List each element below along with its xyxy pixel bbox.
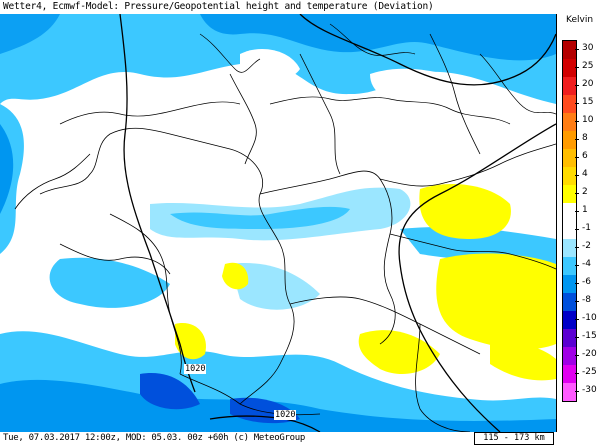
legend-label: 10 [582, 115, 594, 125]
legend-label: 25 [582, 61, 594, 71]
legend-unit: Kelvin [566, 15, 594, 25]
legend-tick [575, 319, 579, 320]
legend-tick [575, 67, 579, 68]
legend-item: -6 [556, 277, 612, 303]
legend-item: -1 [556, 223, 612, 249]
legend-tick [575, 103, 579, 104]
legend-label: -25 [582, 367, 597, 377]
legend-tick [575, 265, 579, 266]
legend-tick [575, 229, 579, 230]
legend-swatch [563, 275, 576, 293]
legend-tick [575, 121, 579, 122]
coastlines [59, 23, 556, 125]
legend-tick [575, 139, 579, 140]
legend-label: -1 [582, 223, 591, 233]
legend-item: -4 [556, 259, 612, 285]
legend-swatch [563, 293, 576, 311]
legend-label: -2 [582, 241, 591, 251]
legend-item: 30 [556, 43, 612, 69]
legend-color-bar [562, 40, 577, 402]
legend-label: 30 [582, 43, 594, 53]
legend-label: 4 [582, 169, 588, 179]
legend-swatch [563, 383, 576, 401]
legend-swatch [563, 203, 576, 221]
legend-tick [575, 301, 579, 302]
legend-label: -8 [582, 295, 591, 305]
map-area[interactable]: 1020 1020 [0, 14, 557, 432]
legend-item: -30 [556, 385, 612, 411]
legend-swatch [563, 131, 576, 149]
color-legend: 30 25 20 15 10 8 6 4 2 1 -1 -2 -4 -6 -8 -10 -15 -20 -25 -30 [556, 40, 612, 402]
scale-bar: 115 - 173 km [474, 432, 554, 445]
legend-label: 2 [582, 187, 588, 197]
map-canvas [0, 14, 556, 432]
map-title: Wetter4, Ecmwf-Model: Pressure/Geopotent… [3, 1, 434, 12]
legend-tick [575, 247, 579, 248]
legend-swatch [563, 59, 576, 77]
border-lines [14, 33, 556, 432]
legend-item: 15 [556, 97, 612, 123]
legend-label: 15 [582, 97, 594, 107]
legend-swatch [563, 185, 576, 203]
legend-swatch [563, 41, 576, 59]
legend-item: 6 [556, 151, 612, 177]
legend-item: 1 [556, 205, 612, 231]
legend-swatch [563, 149, 576, 167]
legend-swatch [563, 257, 576, 275]
legend-label: -15 [582, 331, 597, 341]
legend-swatch [563, 329, 576, 347]
legend-item: -10 [556, 313, 612, 339]
legend-swatch [563, 347, 576, 365]
legend-item: -2 [556, 241, 612, 267]
legend-tick [575, 355, 579, 356]
legend-swatch [563, 239, 576, 257]
legend-swatch [563, 95, 576, 113]
legend-tick [575, 391, 579, 392]
legend-label: 8 [582, 133, 588, 143]
legend-tick [575, 211, 579, 212]
legend-tick [575, 85, 579, 86]
isobar-label: 1020 [184, 364, 207, 374]
legend-label: -20 [582, 349, 597, 359]
legend-label: -6 [582, 277, 591, 287]
legend-item: 10 [556, 115, 612, 141]
legend-label: 1 [582, 205, 588, 215]
legend-swatch [563, 365, 576, 383]
legend-label: -10 [582, 313, 597, 323]
legend-swatch [563, 167, 576, 185]
legend-swatch [563, 113, 576, 131]
map-footer: Tue, 07.03.2017 12:00z, MOD: 05.03. 00z … [3, 433, 305, 443]
legend-tick [575, 157, 579, 158]
legend-tick [575, 283, 579, 284]
legend-swatch [563, 77, 576, 95]
legend-tick [575, 373, 579, 374]
legend-label: -4 [582, 259, 591, 269]
legend-tick [575, 193, 579, 194]
temperature-field-layer [0, 14, 556, 432]
legend-swatch [563, 221, 576, 239]
legend-item: 2 [556, 187, 612, 213]
legend-item: -15 [556, 331, 612, 357]
legend-tick [575, 49, 579, 50]
legend-label: 20 [582, 79, 594, 89]
legend-tick [575, 337, 579, 338]
legend-label: -30 [582, 385, 597, 395]
legend-item: 25 [556, 61, 612, 87]
legend-tick [575, 175, 579, 176]
isobar-label: 1020 [274, 410, 297, 420]
legend-item: 4 [556, 169, 612, 195]
legend-item: 8 [556, 133, 612, 159]
legend-label: 6 [582, 151, 588, 161]
legend-swatch [563, 311, 576, 329]
legend-item: -8 [556, 295, 612, 321]
legend-item: -25 [556, 367, 612, 393]
legend-item: -20 [556, 349, 612, 375]
legend-item: 20 [556, 79, 612, 105]
